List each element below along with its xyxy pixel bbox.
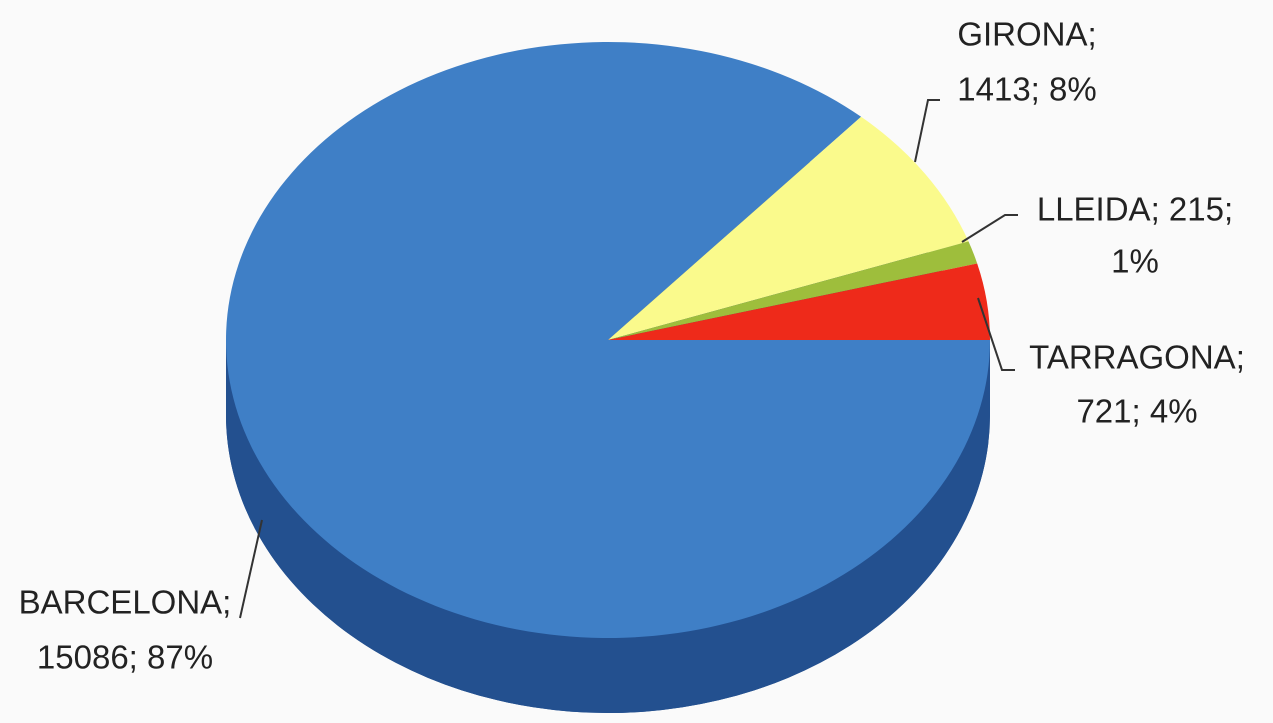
data-label: 1413; 8% bbox=[957, 71, 1096, 108]
data-label: BARCELONA; bbox=[19, 584, 232, 621]
data-label: 721; 4% bbox=[1076, 393, 1197, 430]
leader-line bbox=[977, 297, 1015, 371]
leader-line bbox=[239, 519, 263, 619]
data-label: LLEIDA; 215; bbox=[1037, 191, 1233, 228]
data-label: TARRAGONA; bbox=[1029, 339, 1245, 376]
pie-slice bbox=[608, 116, 969, 340]
data-label: 15086; 87% bbox=[37, 639, 213, 676]
leader-line bbox=[961, 214, 1018, 243]
data-label: 1% bbox=[1111, 243, 1159, 280]
leader-line bbox=[914, 99, 940, 163]
pie-slice bbox=[608, 263, 990, 340]
pie-slice bbox=[608, 241, 978, 340]
data-label: GIRONA; bbox=[957, 16, 1096, 53]
